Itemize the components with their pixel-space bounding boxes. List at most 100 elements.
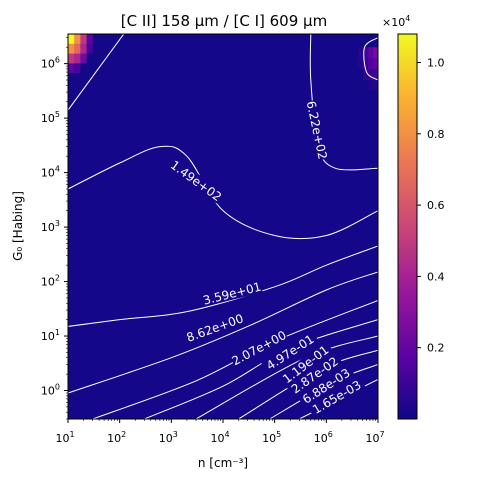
colorbar-offset-base: ×10	[382, 16, 405, 29]
heatmap-cell	[362, 47, 369, 59]
heatmap-cell	[92, 53, 100, 64]
heatmap-cell	[74, 34, 81, 45]
contour-label-gap	[297, 363, 355, 408]
heatmap-cell	[362, 90, 369, 103]
tick-exponent: 2	[121, 430, 126, 439]
heatmap-cell	[92, 34, 100, 45]
y-tick-label: 100	[41, 383, 60, 398]
heatmap-cell	[68, 34, 75, 45]
heatmap-cell	[74, 43, 81, 55]
x-axis-label: n [cm⁻³]	[198, 456, 248, 470]
tick-base: 10	[41, 167, 55, 180]
x-axis: 101 102 103 104 105 106 107	[55, 419, 385, 445]
heatmap-hotspots	[68, 34, 378, 103]
contour-lines	[68, 34, 378, 419]
heatmap-cell	[68, 73, 75, 84]
tick-exponent: 3	[173, 430, 178, 439]
heatmap-cell	[352, 90, 358, 103]
heatmap-cell	[86, 63, 94, 74]
colorbar: 0.2 0.4 0.6 0.8 1.0 ×104	[382, 14, 445, 420]
y-tick-label: 106	[41, 56, 60, 71]
tick-exponent: 4	[55, 165, 60, 174]
x-tick-label: 106	[314, 430, 333, 445]
heatmap-cell	[352, 69, 358, 81]
heatmap-cell	[362, 58, 369, 70]
colorbar-ticks: 0.2 0.4 0.6 0.8 1.0	[417, 57, 445, 355]
heatmap-cell	[86, 43, 94, 55]
tick-base: 10	[41, 221, 55, 234]
heatmap-cell	[367, 58, 374, 70]
x-tick-label: 107	[365, 430, 384, 445]
contour-line	[363, 37, 378, 81]
tick-exponent: 6	[55, 56, 60, 65]
heatmap-cell	[362, 69, 369, 81]
heatmap-cell	[367, 90, 374, 103]
y-tick-label: 105	[41, 110, 60, 125]
heatmap-cell	[80, 63, 88, 74]
heatmap-cell	[352, 47, 358, 59]
x-tick-label: 105	[262, 430, 281, 445]
tick-base: 10	[159, 432, 173, 445]
x-tick-label: 102	[107, 430, 126, 445]
tick-exponent: 4	[224, 430, 229, 439]
tick-exponent: 1	[69, 430, 74, 439]
heatmap-cell	[92, 63, 100, 74]
heatmap-cell	[372, 90, 378, 103]
tick-base: 10	[314, 432, 328, 445]
colorbar-tick-label: 0.8	[427, 128, 445, 141]
heatmap-cell	[68, 43, 75, 55]
tick-base: 10	[365, 432, 379, 445]
tick-exponent: 0	[55, 383, 60, 392]
heatmap-cell	[86, 34, 94, 45]
contour-label-gap	[261, 330, 319, 374]
heatmap-cell	[74, 53, 81, 64]
heatmap-cell	[367, 69, 374, 81]
contour-line	[68, 34, 125, 111]
heatmap-cell	[367, 47, 374, 59]
heatmap-cell	[68, 63, 75, 74]
y-axis-label: G₀ [Habing]	[11, 191, 25, 261]
heatmap-cell	[80, 73, 88, 84]
tick-exponent: 3	[55, 219, 60, 228]
contour-line	[68, 245, 378, 327]
contour-label-gap	[277, 340, 334, 388]
heatmap-cell	[372, 58, 378, 70]
heatmap-cell	[372, 79, 378, 92]
colorbar-tick-label: 0.6	[427, 199, 445, 212]
heatmap-cell	[357, 79, 363, 92]
contour-line	[68, 271, 378, 394]
contour-label-gap	[286, 352, 343, 398]
tick-exponent: 6	[328, 430, 333, 439]
heatmap-cell	[352, 79, 358, 92]
colorbar-tick-label: 0.4	[427, 270, 445, 283]
y-tick-label: 101	[41, 328, 60, 343]
colorbar-tick-label: 0.2	[427, 342, 445, 355]
heatmap-cell	[92, 73, 100, 84]
tick-base: 10	[210, 432, 224, 445]
colorbar-tick-label: 1.0	[427, 57, 445, 70]
colorbar-offset-label: ×104	[382, 14, 410, 29]
heatmap-cell	[86, 73, 94, 84]
tick-exponent: 2	[55, 274, 60, 283]
heatmap-cell	[362, 79, 369, 92]
heatmap-cell	[357, 90, 363, 103]
tick-base: 10	[41, 276, 55, 289]
tick-exponent: 7	[379, 430, 384, 439]
contour-line	[144, 319, 378, 419]
plot-area: 1.65e-036.88e-032.87e-021.19e-014.97e-01…	[68, 34, 378, 419]
contour-label-gap	[229, 327, 289, 368]
colorbar-gradient	[397, 33, 418, 420]
heatmap-cell	[80, 34, 88, 45]
tick-base: 10	[262, 432, 276, 445]
tick-exponent: 1	[55, 328, 60, 337]
y-tick-label: 104	[41, 165, 60, 180]
contour-label-gap	[168, 157, 225, 204]
tick-base: 10	[107, 432, 121, 445]
heatmap-cell	[357, 47, 363, 59]
tick-base: 10	[41, 58, 55, 71]
contour-label-gap	[307, 376, 366, 418]
heatmap-cell	[372, 47, 378, 59]
x-tick-label: 101	[55, 430, 74, 445]
